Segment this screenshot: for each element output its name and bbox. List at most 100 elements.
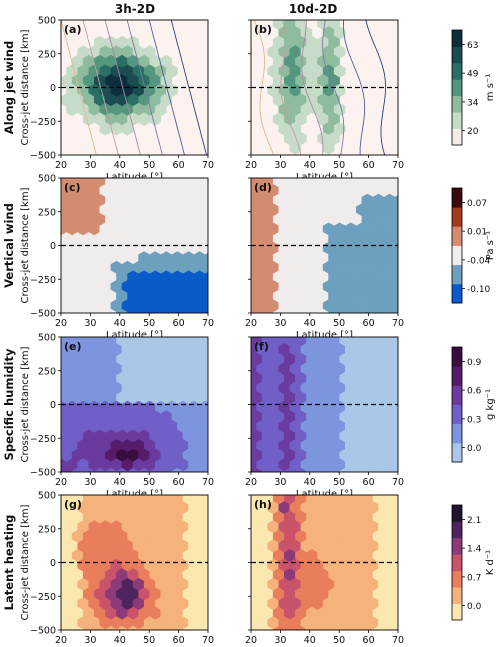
hexbin-cell [210,420,222,433]
hexbin-cell [345,362,357,376]
hexbin-cell [121,458,134,472]
hexbin-cell [356,439,368,453]
hexbin-cell [251,432,252,440]
x-tick-label: 40 [114,160,126,171]
x-tick-label: 50 [143,635,155,646]
hexbin-cell [394,392,398,404]
hexbin-cell [82,74,95,88]
hexbin-cell [116,74,128,88]
hexbin-cell [234,616,246,629]
x-tick-label: 20 [55,477,67,488]
hexbin-cell [88,381,101,395]
hexbin-cell [61,270,73,284]
hexbin-cell [132,597,145,611]
hexbin-cell [116,251,128,265]
hexbin-cell [177,362,189,376]
hexbin-cell [199,184,208,198]
hexbin-cell [251,232,263,246]
hexbin-cell [204,233,208,244]
hexbin-cell [394,310,398,313]
hexbin-cell [289,203,302,217]
hexbin-cell [267,343,279,357]
colorbar-segment [452,112,462,129]
hexbin-cell [188,184,200,198]
hexbin-cell [317,93,329,107]
hexbin-cell [116,625,128,630]
colorbar-segment [452,385,462,405]
x-tick-label: 50 [333,477,345,488]
hexbin-cell [251,429,263,443]
hexbin-cell [295,625,307,630]
hexbin-cell [322,222,335,236]
hexbin-cell [94,448,106,463]
hexbin-cell [116,112,128,126]
hexbin-cell [400,261,412,274]
hexbin-cell [400,299,412,312]
hexbin-cell [367,362,379,376]
hexbin-cell [99,45,112,59]
hexbin-cell [94,54,106,69]
hexbin-cell [306,410,318,424]
hexbin-cell [116,549,128,563]
hexbin-cell [188,439,200,453]
hexbin-cell [256,597,268,611]
hexbin-cell [160,568,173,582]
hexbin-cell [160,308,173,313]
hexbin-cell [339,606,351,621]
hexbin-cell [82,193,95,208]
hexbin-cell [339,337,351,347]
hexbin-cell [389,577,398,592]
hexbin-cell [378,203,390,217]
hexbin-cell [199,458,208,472]
hexbin-cell [166,439,178,453]
hexbin-cell [177,616,189,630]
hexbin-cell [317,371,329,386]
y-tick-label: 500 [38,333,56,344]
hexbin-cell [261,467,274,472]
hexbin-cell [171,212,184,227]
hexbin-cell [61,410,73,424]
hexbin-cell [251,597,257,611]
hexbin-cell [193,289,206,304]
hexbin-cell [66,597,78,611]
hexbin-cell [99,122,112,136]
hexbin-cell [317,352,329,367]
colorbar-tick-label: 20 [467,127,479,137]
hexbin-cell [149,429,161,443]
hexbin-cell [261,337,274,347]
hexbin-cell [322,501,335,515]
hexbin-cell [171,371,184,386]
hexbin-cell [372,193,385,208]
hexbin-cell [261,371,274,386]
hexbin-cell [66,381,78,395]
hexbin-cell [261,495,263,496]
hexbin-cell [99,222,112,236]
hexbin-cell [383,448,396,463]
hexbin-cell [356,362,368,376]
hexbin-cell [61,513,62,521]
hexbin-cell [345,203,357,217]
panel-label: (e) [64,340,82,353]
hexbin-cell [306,549,318,563]
hexbin-cell [333,184,346,198]
hexbin-cell [110,539,123,553]
x-tick-label: 60 [173,318,185,329]
hexbin-cell [345,184,357,198]
hexbin-cell [199,577,208,592]
hexbin-cell [171,529,184,544]
hexbin-cell [345,260,357,275]
hexbin-cell [177,597,189,611]
hexbin-cell [143,343,156,357]
hexbin-cell [155,577,167,592]
hexbin-cell [272,54,285,69]
x-tick-label: 60 [173,477,185,488]
hexbin-cell [350,337,363,347]
hexbin-cell [138,429,150,443]
hexbin-cell [204,337,208,346]
hexbin-cell [116,270,128,284]
hexbin-cell [261,510,274,525]
x-tick-label: 50 [333,318,345,329]
hexbin-cell [138,112,150,126]
hexbin-cell [155,280,167,294]
